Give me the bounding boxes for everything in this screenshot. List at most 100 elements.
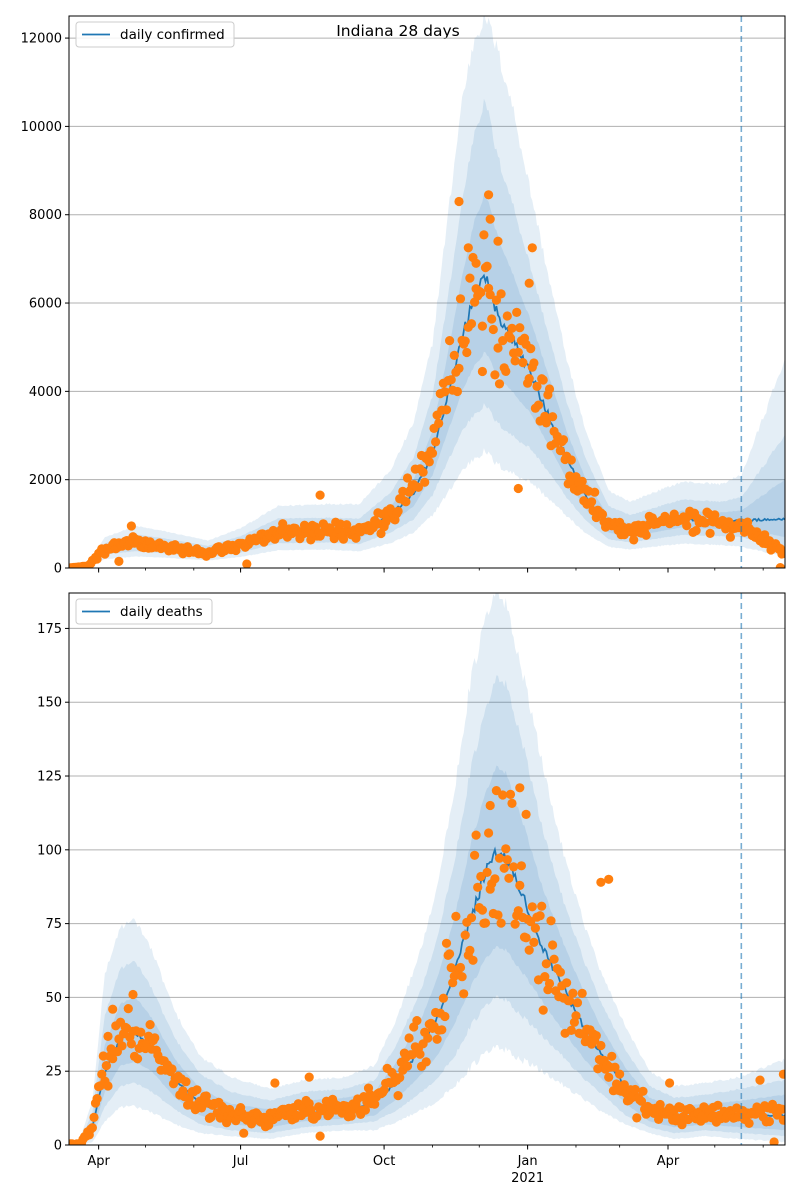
top-observed-point — [446, 375, 456, 385]
bottom-observed-point — [460, 930, 470, 940]
bottom-observed-point — [778, 1069, 785, 1079]
bottom-observed-point — [636, 1096, 647, 1106]
bottom-observed-point — [423, 1033, 433, 1043]
bottom-observed-point — [468, 955, 478, 965]
top-observed-points — [69, 190, 785, 568]
bottom-y-tick-label: 25 — [45, 1065, 62, 1080]
bottom-observed-point — [501, 844, 511, 854]
chart-title: Indiana 28 days — [336, 22, 460, 40]
top-observed-point — [641, 530, 651, 540]
bottom-x-tick-label: Apr — [87, 1154, 110, 1169]
bottom-observed-point — [477, 905, 487, 915]
bottom-observed-point — [665, 1078, 675, 1088]
bottom-observed-point — [527, 902, 537, 912]
top-observed-point — [493, 343, 503, 353]
bottom-x-tick-label: Oct — [373, 1154, 395, 1169]
top-observed-point — [465, 273, 475, 283]
bottom-observed-point — [402, 1061, 413, 1071]
bottom-observed-point — [619, 1080, 629, 1090]
top-observed-point — [338, 534, 349, 544]
top-legend: daily confirmed — [75, 21, 235, 48]
bottom-observed-point — [764, 1116, 775, 1127]
top-x-axis — [98, 568, 764, 573]
top-plot-area — [69, 16, 785, 568]
top-axes-frame — [68, 15, 786, 569]
bottom-observed-point — [167, 1064, 177, 1074]
top-observed-point — [691, 526, 701, 536]
bottom-observed-point — [604, 874, 614, 884]
bottom-observed-point — [395, 1073, 405, 1083]
top-observed-point — [487, 314, 497, 324]
top-observed-point — [488, 324, 498, 335]
bottom-observed-point — [421, 1057, 431, 1067]
bottom-observed-point — [496, 918, 506, 928]
bottom-observed-point — [346, 1111, 356, 1121]
top-observed-point — [532, 381, 542, 391]
top-y-axis: 0 2000 4000 6000 8000 10000 12000 — [21, 32, 69, 577]
top-observed-point — [524, 374, 534, 384]
bottom-observed-point — [498, 790, 508, 800]
top-observed-point — [485, 214, 495, 224]
bottom-observed-point — [415, 1049, 425, 1059]
bottom-observed-point — [465, 945, 475, 956]
bottom-observed-points — [69, 783, 785, 1145]
top-y-tick-label: 8000 — [29, 208, 62, 223]
top-observed-point — [440, 387, 450, 397]
top-observed-point — [725, 532, 736, 542]
bottom-observed-point — [546, 916, 556, 926]
bottom-observed-point — [89, 1112, 99, 1122]
bottom-observed-point — [510, 919, 520, 929]
bottom-observed-point — [513, 906, 523, 916]
bottom-observed-point — [493, 910, 503, 920]
bottom-observed-point — [515, 880, 525, 891]
bottom-observed-point — [630, 1084, 640, 1095]
bottom-observed-point — [446, 963, 456, 973]
bottom-observed-point — [508, 862, 519, 872]
top-observed-point — [126, 521, 136, 531]
bottom-y-axis: 0 25 50 75 100 125 150 175 — [37, 622, 69, 1154]
bottom-observed-point — [407, 1050, 417, 1060]
top-observed-point — [775, 563, 785, 568]
bottom-observed-point — [577, 988, 587, 999]
top-observed-point — [778, 548, 785, 558]
top-observed-point — [515, 323, 525, 333]
bottom-observed-point — [521, 809, 531, 820]
top-observed-point — [454, 363, 464, 373]
bottom-observed-point — [133, 1054, 143, 1064]
bottom-observed-point — [555, 967, 566, 977]
top-observed-point — [452, 386, 462, 397]
top-observed-point — [527, 243, 537, 253]
top-observed-point — [431, 437, 441, 447]
bottom-x-tick-label: Jul — [232, 1154, 249, 1169]
bottom-observed-point — [615, 1069, 625, 1079]
top-observed-point — [526, 344, 536, 354]
bottom-observed-point — [537, 901, 547, 911]
top-observed-point — [484, 190, 494, 200]
top-observed-point — [490, 370, 500, 380]
bottom-observed-point — [126, 1039, 136, 1049]
bottom-gridlines — [69, 627, 785, 1072]
top-observed-point — [445, 336, 455, 346]
top-observed-point — [427, 448, 438, 458]
bottom-x-tick-label: Apr — [657, 1154, 680, 1169]
top-observed-point — [548, 412, 558, 422]
bottom-observed-point — [572, 998, 583, 1008]
confirmed-panel: 0 2000 4000 6000 8000 10000 12000 daily confirm… — [21, 15, 786, 577]
bottom-observed-point — [604, 1072, 614, 1082]
bottom-observed-point — [596, 1040, 606, 1051]
top-observed-point — [501, 366, 511, 376]
bottom-observed-point — [108, 1004, 118, 1014]
bottom-y-tick-label: 50 — [45, 991, 62, 1006]
bottom-observed-point — [516, 861, 527, 871]
top-observed-point — [420, 477, 430, 487]
top-observed-point — [507, 323, 517, 333]
bottom-observed-point — [128, 989, 138, 1000]
top-observed-point — [434, 418, 444, 428]
bottom-observed-point — [136, 1027, 146, 1037]
top-observed-point — [441, 405, 452, 415]
top-observed-point — [558, 435, 569, 445]
top-observed-point — [510, 356, 520, 366]
bottom-observed-point — [610, 1062, 620, 1072]
top-observed-point — [529, 358, 539, 368]
